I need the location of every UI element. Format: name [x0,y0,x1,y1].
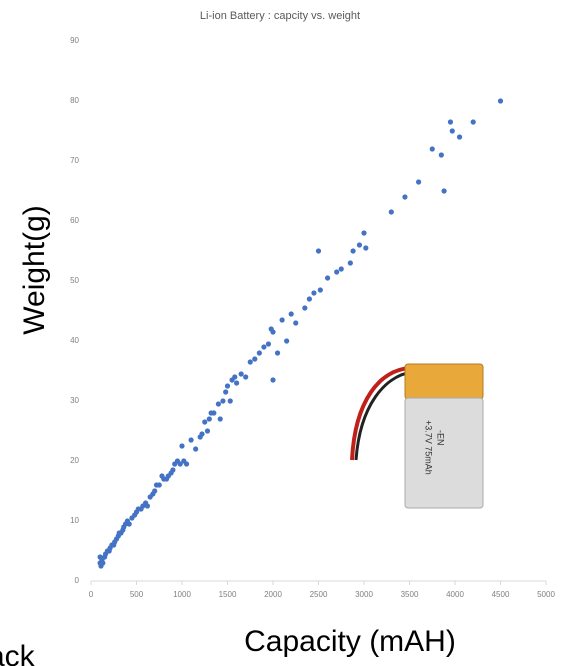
x-tick-label: 2500 [310,590,328,599]
point [193,446,199,452]
y-tick-label: 10 [70,516,79,525]
point [204,428,211,434]
point [211,410,217,416]
point [350,248,356,254]
point [284,338,290,344]
point [447,119,454,125]
x-tick-label: 1500 [219,590,237,599]
x-tick-label: 0 [89,590,94,599]
x-axis-label: Capacity (mAH) [244,625,456,658]
point [100,560,106,566]
point [388,209,394,215]
point [126,521,132,527]
x-tick-label: 2000 [264,590,282,599]
y-tick-label: 30 [70,396,79,405]
point [293,320,299,326]
point [456,134,463,140]
point [402,194,408,200]
point [152,488,158,494]
point [356,242,363,248]
point [270,329,276,335]
point [347,260,353,266]
point [306,296,312,302]
point [243,374,249,380]
point [217,416,223,422]
point [317,287,323,293]
image-label: -EN [436,430,446,446]
y-tick-label: 60 [70,216,79,225]
point [247,359,253,365]
point [315,248,322,254]
point [252,356,258,362]
chart-title: Li-ion Battery : capcity vs. weight [200,10,360,22]
y-axis-label: Weight(g) [18,205,51,335]
point [238,371,244,377]
point [274,350,281,356]
x-tick-label: 5000 [537,590,555,599]
point [223,389,229,395]
point [232,374,238,380]
point [265,341,272,347]
point [441,188,447,194]
point [363,245,369,251]
point [429,146,435,152]
footnote: ack [0,640,36,666]
point [144,503,151,509]
y-tick-label: 0 [75,576,80,585]
point [334,269,340,275]
y-tick-label: 90 [70,36,79,45]
point [183,461,190,467]
point [361,230,367,236]
point [470,119,476,125]
battery-image: -EN +3.7V 75mAh [350,363,484,509]
point [311,290,317,296]
point [188,437,194,443]
point [215,401,221,407]
point [206,416,212,422]
point [202,419,208,425]
point [199,431,205,437]
y-tick-label: 80 [70,96,79,105]
point [220,398,226,404]
point [270,377,276,383]
point [177,461,183,467]
point [288,311,294,317]
x-tick-label: 3000 [355,590,373,599]
point [256,350,262,356]
point [497,98,504,104]
point [438,152,444,158]
point [261,344,267,350]
x-tick-label: 4500 [492,590,510,599]
point [170,467,176,473]
point [156,482,162,488]
point [449,128,455,134]
y-tick-label: 70 [70,156,79,165]
image-label: +3.7V 75mAh [424,420,434,475]
y-tick-label: 50 [70,276,79,285]
point [279,317,285,323]
point [227,398,233,404]
point [224,383,231,389]
point [179,443,185,449]
point [325,275,331,281]
y-tick-label: 20 [70,456,79,465]
x-tick-label: 1000 [173,590,191,599]
y-tick-label: 40 [70,336,79,345]
x-tick-label: 500 [130,590,144,599]
point [416,179,422,185]
point [338,266,344,272]
point [234,380,240,386]
x-tick-label: 4000 [446,590,464,599]
x-tick-label: 3500 [401,590,419,599]
point [302,305,308,311]
